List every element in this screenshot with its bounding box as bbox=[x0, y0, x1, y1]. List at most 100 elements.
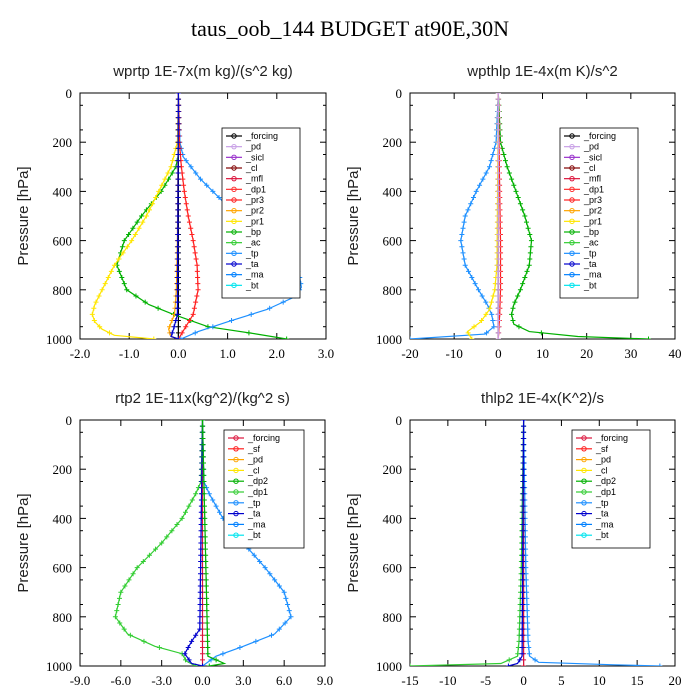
series-marker bbox=[195, 275, 201, 280]
legend-marker bbox=[569, 207, 575, 214]
series-marker bbox=[495, 152, 501, 157]
series-group bbox=[410, 420, 663, 666]
series-marker bbox=[188, 164, 194, 170]
series-marker bbox=[489, 311, 495, 317]
legend-label: _dp1 bbox=[245, 184, 266, 194]
series-marker bbox=[520, 454, 526, 460]
x-tick-label: 20 bbox=[669, 673, 682, 688]
series-marker bbox=[511, 182, 517, 188]
series-marker bbox=[116, 268, 122, 274]
series-marker bbox=[520, 534, 526, 540]
series-marker bbox=[495, 121, 501, 127]
series-marker bbox=[520, 583, 526, 589]
series-marker bbox=[528, 244, 534, 250]
series-marker bbox=[126, 577, 132, 583]
legend-marker bbox=[581, 510, 587, 517]
series-marker bbox=[469, 336, 475, 339]
series-marker bbox=[118, 589, 124, 595]
legend-marker bbox=[231, 175, 237, 182]
series-marker bbox=[134, 219, 140, 225]
series-marker bbox=[200, 442, 206, 448]
series-marker bbox=[527, 231, 533, 237]
x-tick-label: 9.0 bbox=[317, 673, 333, 688]
y-tick-label: 1000 bbox=[46, 332, 72, 347]
x-tick-label: 15 bbox=[631, 673, 644, 688]
series-marker bbox=[204, 632, 210, 638]
series-marker bbox=[269, 632, 275, 638]
legend-label: _sicl bbox=[583, 152, 602, 162]
legend-label: _cl bbox=[595, 465, 608, 475]
series-marker bbox=[197, 626, 203, 632]
series-marker bbox=[91, 305, 97, 311]
series-marker bbox=[501, 152, 507, 157]
y-tick-label: 400 bbox=[53, 511, 73, 526]
legend-marker bbox=[231, 154, 237, 161]
series-marker bbox=[197, 577, 203, 583]
series-marker bbox=[520, 281, 526, 287]
legend-marker bbox=[233, 532, 239, 538]
y-tick-label: 0 bbox=[66, 86, 73, 101]
series-marker bbox=[189, 638, 195, 644]
series-marker bbox=[520, 577, 526, 583]
series-marker bbox=[120, 250, 126, 256]
series-marker bbox=[198, 552, 204, 558]
series-marker bbox=[188, 225, 194, 231]
series-marker bbox=[200, 423, 206, 429]
legend-marker bbox=[569, 239, 575, 246]
series-marker bbox=[522, 275, 528, 280]
series-marker bbox=[203, 583, 209, 589]
series-marker bbox=[150, 201, 156, 207]
y-tick-label: 600 bbox=[53, 561, 73, 576]
legend-label: _ma bbox=[247, 519, 266, 529]
series-marker bbox=[657, 663, 663, 666]
series-marker bbox=[195, 287, 201, 293]
series-marker bbox=[197, 571, 203, 577]
legend-label: _ma bbox=[595, 519, 614, 529]
series-marker bbox=[201, 479, 207, 484]
y-axis-label: Pressure [hPa] bbox=[345, 493, 362, 592]
series-marker bbox=[168, 164, 174, 170]
series-marker bbox=[213, 657, 219, 663]
series-marker bbox=[202, 540, 208, 546]
legend-label: _bp bbox=[583, 227, 599, 237]
series-marker bbox=[204, 608, 210, 614]
legend: _forcing_pd_sicl_cl_mfl_dp1_pr3_pr2_pr1_… bbox=[559, 127, 639, 299]
series-marker bbox=[169, 330, 175, 336]
series-marker bbox=[495, 336, 501, 339]
x-tick-label: 40 bbox=[669, 346, 682, 361]
series-marker bbox=[175, 96, 181, 102]
series-marker bbox=[175, 195, 181, 201]
series-marker bbox=[186, 318, 192, 324]
series-marker bbox=[122, 583, 128, 589]
legend-label: _pr2 bbox=[583, 206, 602, 216]
series-marker bbox=[495, 96, 501, 102]
series-marker bbox=[194, 268, 200, 274]
y-tick-label: 400 bbox=[53, 184, 73, 199]
series-marker bbox=[495, 256, 501, 262]
series-marker bbox=[495, 133, 501, 139]
legend-label: _tp bbox=[583, 248, 597, 258]
series-marker bbox=[175, 93, 181, 96]
series-marker bbox=[466, 268, 472, 274]
series-marker bbox=[520, 485, 526, 491]
series-marker bbox=[469, 275, 475, 280]
series-line-pr1 bbox=[91, 93, 179, 339]
series-marker bbox=[495, 287, 501, 293]
series-marker bbox=[200, 460, 206, 466]
series-marker bbox=[159, 182, 165, 188]
series-marker bbox=[462, 262, 468, 268]
series-marker bbox=[524, 614, 530, 620]
legend-marker bbox=[569, 218, 575, 225]
legend-marker bbox=[233, 489, 239, 495]
series-marker bbox=[197, 602, 203, 607]
legend-label: _mfl bbox=[245, 174, 263, 184]
legend-label: _sicl bbox=[245, 152, 264, 162]
x-tick-label: 1.0 bbox=[219, 346, 235, 361]
series-marker bbox=[175, 115, 181, 121]
series-marker bbox=[210, 324, 216, 330]
legend-marker bbox=[569, 165, 575, 171]
series-marker bbox=[465, 330, 471, 336]
series-marker bbox=[520, 491, 526, 497]
legend-label: _tp bbox=[595, 498, 609, 508]
series-marker bbox=[495, 176, 501, 182]
